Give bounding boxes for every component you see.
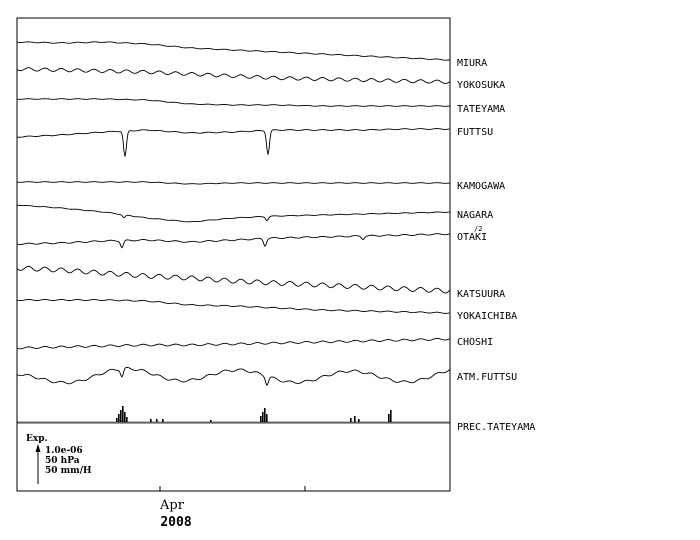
precip-bar [122, 406, 124, 422]
series-line-yokosuka [16, 67, 451, 84]
precip-bar [388, 414, 390, 422]
precip-bar [210, 420, 212, 422]
series-label: MIURA [457, 58, 487, 69]
label-group: MIURA YOKOSUKA TATEYAMA FUTTSU KAMOGAWA NAGAR… [457, 58, 535, 433]
series-label: OTAKI [457, 232, 487, 243]
precip-bar [260, 416, 262, 422]
series-label: CHOSHI [457, 337, 493, 348]
scale-legend-line-1: 1.0e-06 [45, 446, 83, 456]
precip-bar [354, 416, 356, 422]
series-label: TATEYAMA [457, 104, 505, 115]
scale-legend-line-2: 50 hPa [45, 456, 80, 466]
series-line-kamogawa [16, 181, 451, 185]
plot-frame [16, 17, 451, 492]
precip-bar [116, 418, 118, 422]
scale-legend-line-3: 50 mm/H [45, 466, 92, 476]
precip-bar [358, 419, 360, 422]
series-label: PREC.TATEYAMA [457, 422, 535, 433]
series-line-tateyama [16, 98, 451, 107]
precip-bar [118, 414, 120, 422]
precip-bar [124, 412, 126, 422]
series-label: YOKAICHIBA [457, 311, 517, 322]
precip-bar [150, 419, 152, 422]
series-line-futtsu [16, 128, 451, 157]
series-note: /2 [474, 225, 482, 233]
series-label: KATSUURA [457, 289, 505, 300]
precip-bar [390, 410, 392, 422]
series-label: FUTTSU [457, 127, 493, 138]
series-line-choshi [16, 337, 451, 350]
series-line-yokaichiba [16, 299, 451, 314]
series-label: KAMOGAWA [457, 181, 505, 192]
series-label: ATM.FUTTSU [457, 372, 517, 383]
series-group [16, 41, 451, 423]
series-line-miura [16, 41, 451, 61]
scale-legend: Exp. 1.0e-06 50 hPa 50 mm/H [26, 434, 92, 484]
series-line-otaki [16, 233, 451, 249]
series-line-nagara [16, 204, 451, 223]
x-year-label: 2008 [160, 515, 191, 530]
precip-bar [156, 419, 158, 422]
scale-legend-title: Exp. [26, 434, 48, 444]
series-line-atm-futtsu [16, 366, 451, 387]
precip-bar [120, 410, 122, 422]
scale-legend-arrowhead [35, 444, 41, 452]
precip-bar [162, 419, 164, 422]
precip-bar [350, 418, 352, 422]
precip-bar [262, 412, 264, 422]
series-line-katsuura [16, 265, 451, 294]
x-tick-label: Apr [159, 498, 185, 513]
precip-bar [264, 408, 266, 422]
precip-bar [126, 417, 128, 422]
series-label: NAGARA [457, 210, 493, 221]
series-label: YOKOSUKA [457, 80, 505, 91]
precip-bar [266, 414, 268, 422]
